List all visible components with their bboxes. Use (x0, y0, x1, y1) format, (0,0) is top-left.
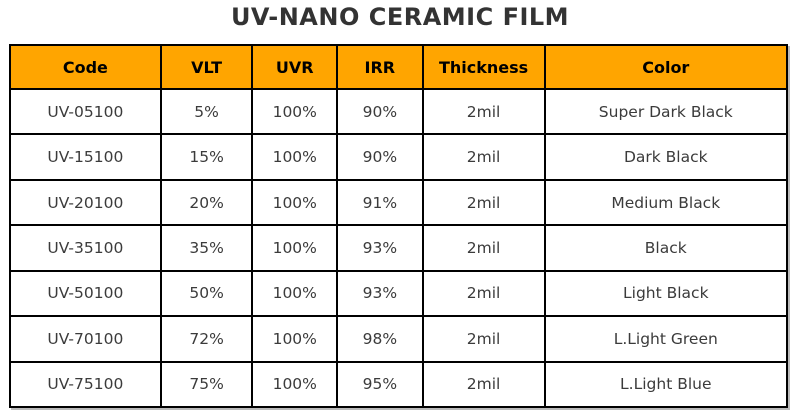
table-cell: 98% (336, 315, 424, 363)
table-row: UV-20100 20% 100% 91% 2mil Medium Black (9, 178, 789, 227)
table-cell: 100% (251, 224, 339, 272)
table-cell: 90% (336, 133, 424, 181)
table-cell: 100% (251, 133, 339, 181)
table-row: UV-15100 15% 100% 90% 2mil Dark Black (9, 133, 789, 181)
table-row: UV-70100 72% 100% 98% 2mil L.Light Green (9, 315, 789, 363)
table-cell: 2mil (421, 269, 546, 318)
table-cell: 20% (159, 178, 254, 227)
table-row: UV-75100 75% 100% 95% 2mil L.Light Blue (9, 360, 789, 409)
table-cell: UV-15100 (9, 133, 162, 181)
table-cell: Black (543, 224, 789, 272)
table-cell: 75% (159, 360, 254, 409)
column-header: Code (9, 44, 162, 90)
table-cell: 100% (251, 269, 339, 318)
table-row: UV-05100 5% 100% 90% 2mil Super Dark Black (9, 87, 789, 136)
table-cell: UV-35100 (9, 224, 162, 272)
table-cell: 90% (336, 87, 424, 136)
table-cell: 93% (336, 224, 424, 272)
spec-table: Code VLT UVR IRR Thickness Color UV-05100 5% 10… (9, 44, 789, 409)
table-cell: 35% (159, 224, 254, 272)
table-cell: Super Dark Black (543, 87, 789, 136)
column-header: UVR (251, 44, 339, 90)
table-cell: 2mil (421, 315, 546, 363)
table-cell: 2mil (421, 224, 546, 272)
table-cell: 100% (251, 315, 339, 363)
table-cell: L.Light Blue (543, 360, 789, 409)
table-cell: 2mil (421, 87, 546, 136)
table-cell: 2mil (421, 360, 546, 409)
table-cell: Medium Black (543, 178, 789, 227)
table-cell: 50% (159, 269, 254, 318)
table-cell: 91% (336, 178, 424, 227)
table-cell: 5% (159, 87, 254, 136)
table-cell: 100% (251, 360, 339, 409)
page-title: UV-NANO CERAMIC FILM (230, 3, 570, 31)
column-header: IRR (336, 44, 424, 90)
table-row: UV-35100 35% 100% 93% 2mil Black (9, 224, 789, 272)
table-cell: UV-70100 (9, 315, 162, 363)
table-cell: UV-75100 (9, 360, 162, 409)
table-cell: 2mil (421, 178, 546, 227)
table-cell: UV-05100 (9, 87, 162, 136)
column-header: Color (543, 44, 789, 90)
table-cell: UV-20100 (9, 178, 162, 227)
table-cell: 93% (336, 269, 424, 318)
table-row: UV-50100 50% 100% 93% 2mil Light Black (9, 269, 789, 318)
table-cell: Dark Black (543, 133, 789, 181)
table-body: UV-05100 5% 100% 90% 2mil Super Dark Black UV-… (9, 87, 789, 409)
table-cell: UV-50100 (9, 269, 162, 318)
column-header: VLT (159, 44, 254, 90)
table-cell: 100% (251, 178, 339, 227)
column-header: Thickness (421, 44, 546, 90)
table-cell: L.Light Green (543, 315, 789, 363)
table-cell: 72% (159, 315, 254, 363)
header-row: Code VLT UVR IRR Thickness Color (9, 44, 789, 90)
table-cell: 15% (159, 133, 254, 181)
table-cell: 2mil (421, 133, 546, 181)
table-cell: 100% (251, 87, 339, 136)
table-cell: 95% (336, 360, 424, 409)
table-cell: Light Black (543, 269, 789, 318)
